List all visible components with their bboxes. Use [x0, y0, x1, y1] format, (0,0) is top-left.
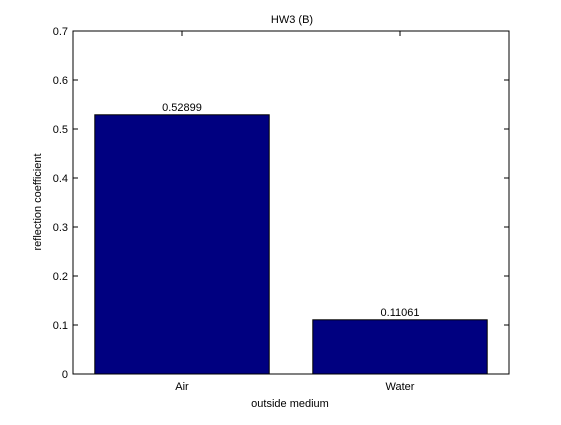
bar-water	[312, 319, 488, 375]
x-axis-label: outside medium	[251, 398, 329, 410]
y-tick-label: 0.1	[53, 320, 68, 332]
chart-title: HW3 (B)	[271, 14, 313, 26]
x-tick-label: Air	[175, 381, 189, 393]
y-tick-label: 0.6	[53, 75, 68, 87]
y-tick-label: 0.5	[53, 124, 68, 136]
y-axis-label: reflection coefficient	[32, 153, 44, 250]
y-tick-label: 0.4	[53, 173, 68, 185]
y-tick-label: 0	[62, 369, 68, 381]
bar-value-label: 0.52899	[162, 102, 202, 114]
y-axis-ticks: 0 0.1 0.2 0.3 0.4 0.5 0.6 0.7	[53, 26, 509, 381]
bar-value-label: 0.11061	[381, 307, 420, 319]
bars	[94, 114, 488, 375]
y-tick-label: 0.3	[53, 222, 68, 234]
y-tick-label: 0.7	[53, 26, 68, 38]
bar-value-labels: 0.52899 0.11061	[162, 102, 419, 319]
x-tick-label: Water	[386, 381, 415, 393]
y-tick-label: 0.2	[53, 271, 68, 283]
bar-air	[94, 114, 270, 375]
plot-area-frame	[72, 30, 510, 375]
